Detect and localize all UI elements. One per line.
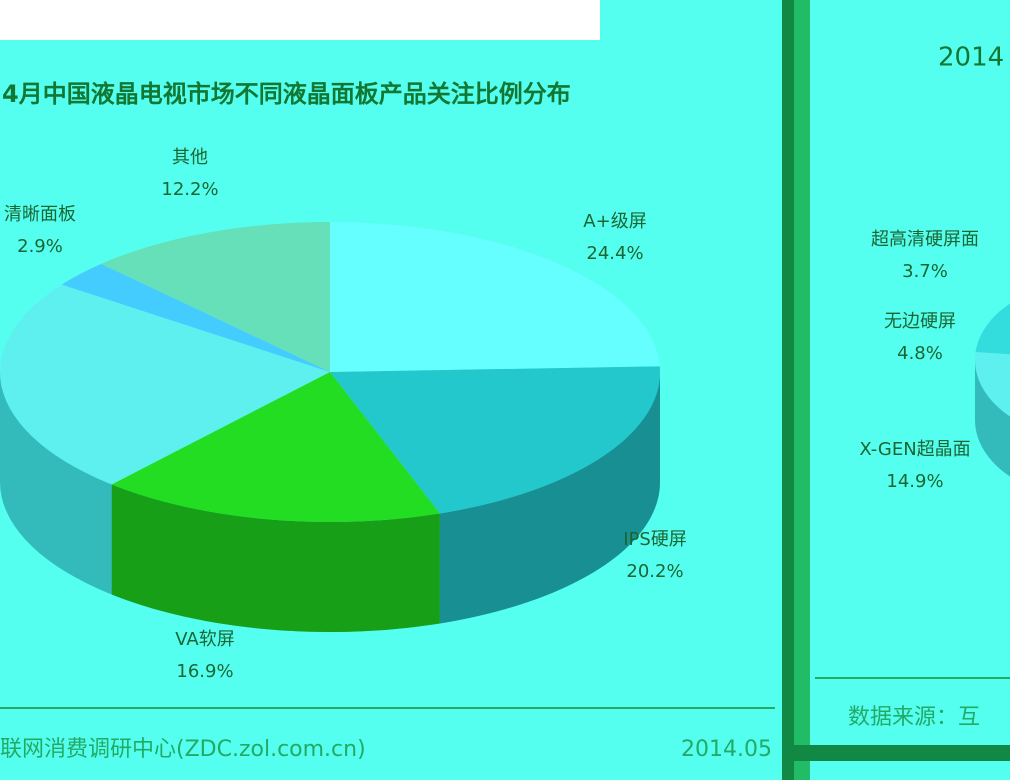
pie-slice [101,222,330,372]
slice-label: VA软屏 [175,629,234,650]
slice-value: 12.2% [161,179,218,200]
slice-value: 24.4% [586,243,643,264]
slice-value: 16.9% [176,661,233,682]
pie-slice-side [439,372,660,624]
slice-value: 14.9% [886,471,943,492]
slice-label: X-GEN超晶面 [859,439,970,460]
pie-slice [330,222,660,372]
source: 数据来源：互 [848,705,980,730]
chart-title: 4月中国液晶电视市场不同液晶面板产品关注比例分布 [2,80,571,108]
slice-value: 20.2% [626,561,683,582]
slice-value: 3.7% [902,261,948,282]
slice-value: 2.9% [17,236,63,257]
source: 联网消费调研中心(ZDC.zol.com.cn) [0,737,366,762]
divider [782,0,794,780]
pie-slice [975,303,1010,355]
top-strip [0,0,600,40]
slice-label: IPS硬屏 [623,529,687,550]
date: 2014.05 [681,737,772,762]
slice-label: A+级屏 [583,211,646,232]
slice-label: 清晰面板 [4,204,76,225]
pie-slice-side [111,484,440,632]
pie-slice [61,263,331,372]
right-frame [794,0,810,780]
slice-value: 4.8% [897,343,943,364]
right-frame-bottom [794,745,1010,761]
chart-title: 2014 [938,43,1004,73]
slice-label: 无边硬屏 [884,311,956,332]
pie-slice [111,372,440,522]
pie-slice [330,366,660,514]
slice-label: 超高清硬屏面 [871,229,979,250]
slice-label: 其他 [172,147,208,168]
